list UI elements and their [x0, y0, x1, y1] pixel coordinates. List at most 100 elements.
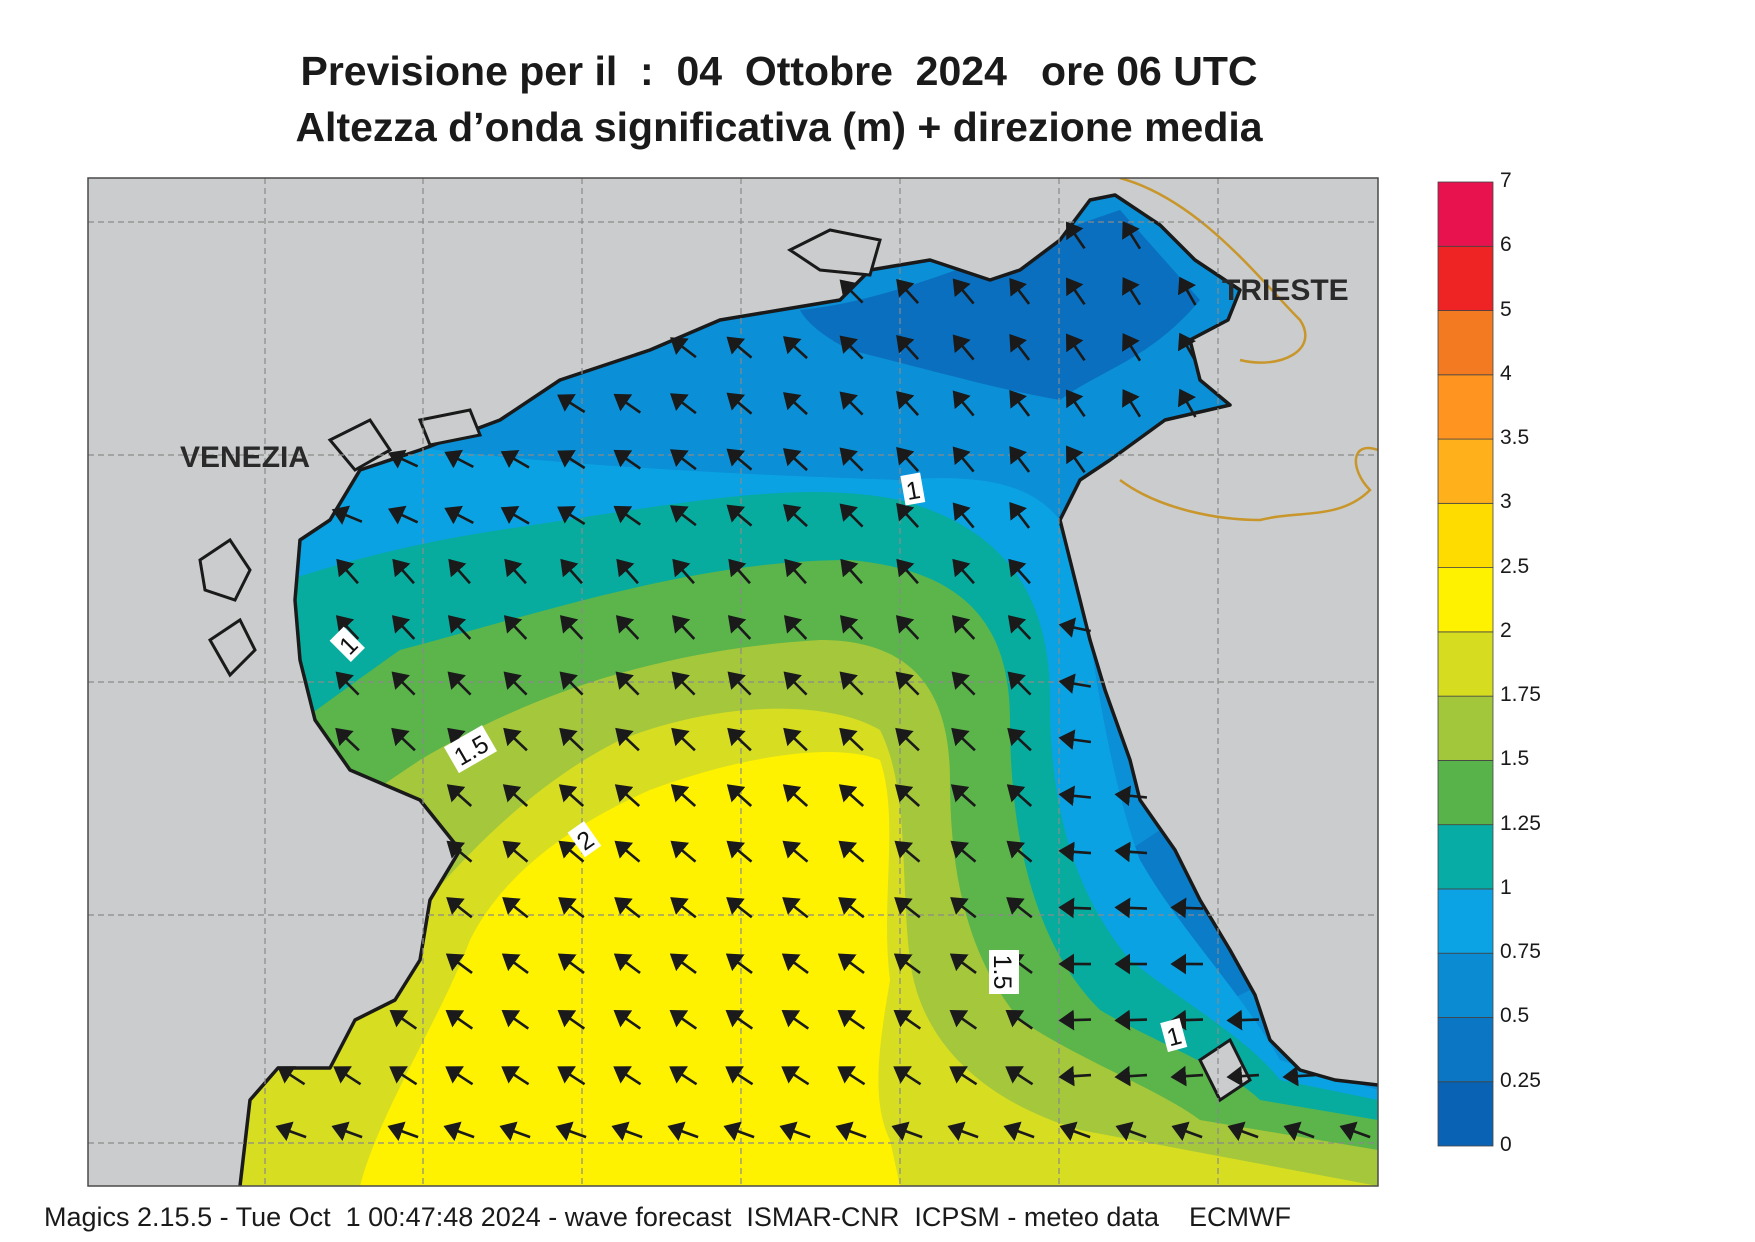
- direction-arrow: [560, 558, 583, 585]
- direction-arrow: [331, 505, 363, 525]
- direction-arrow: [1005, 1009, 1034, 1030]
- direction-arrow: [616, 558, 639, 585]
- direction-arrow: [1122, 221, 1142, 250]
- direction-arrow: [949, 953, 977, 974]
- colorbar-swatch: [1437, 1017, 1494, 1083]
- direction-arrow: [671, 727, 696, 752]
- direction-arrow: [1227, 1121, 1259, 1142]
- contour-label: 1: [904, 476, 923, 506]
- direction-arrow: [893, 1066, 922, 1086]
- direction-arrow: [896, 446, 920, 472]
- direction-arrow: [1058, 1009, 1092, 1031]
- colorbar-tick-label: 5: [1500, 297, 1512, 321]
- direction-arrow: [950, 840, 977, 863]
- direction-arrow: [557, 506, 586, 526]
- direction-arrow: [391, 671, 416, 696]
- direction-arrow: [951, 671, 976, 696]
- direction-arrow: [558, 784, 585, 807]
- direction-arrow: [445, 953, 473, 974]
- direction-arrow: [1058, 897, 1092, 919]
- colorbar-tick-label: 2: [1500, 618, 1512, 642]
- direction-arrow: [557, 450, 586, 470]
- colorbar-tick-label: 7: [1500, 169, 1512, 192]
- direction-arrow: [726, 840, 753, 863]
- colorbar-tick-label: 2.5: [1500, 554, 1530, 578]
- direction-arrow: [1177, 332, 1197, 362]
- direction-arrow: [725, 1066, 754, 1086]
- direction-arrow: [896, 502, 920, 528]
- direction-arrow: [670, 897, 697, 919]
- direction-arrow: [670, 505, 697, 527]
- direction-arrow: [669, 953, 697, 974]
- colorbar-swatch: [1437, 695, 1494, 761]
- direction-arrow: [1170, 897, 1204, 919]
- direction-arrow: [952, 278, 975, 305]
- direction-arrow: [389, 1009, 418, 1030]
- direction-arrow: [895, 671, 920, 696]
- direction-arrow: [447, 671, 472, 696]
- direction-arrow: [275, 1121, 307, 1142]
- direction-arrow: [1058, 617, 1091, 638]
- direction-arrow: [445, 1066, 474, 1086]
- direction-arrow: [336, 558, 359, 585]
- coastline: [238, 193, 1378, 1186]
- direction-arrow: [667, 1121, 699, 1142]
- colorbar-swatch: [1437, 438, 1494, 504]
- direction-arrow: [783, 448, 808, 472]
- direction-arrow: [1065, 389, 1086, 418]
- direction-arrow: [557, 394, 586, 414]
- direction-arrow: [1006, 840, 1033, 863]
- direction-arrow: [335, 727, 360, 752]
- direction-arrow: [949, 1066, 978, 1086]
- colorbar-swatch: [1437, 888, 1494, 954]
- direction-arrow: [1009, 389, 1031, 417]
- direction-arrow: [559, 615, 584, 640]
- direction-arrow: [783, 671, 808, 696]
- direction-arrow: [1226, 1009, 1260, 1031]
- direction-arrow: [728, 558, 751, 585]
- direction-arrow: [500, 505, 530, 525]
- colorbar-tick-label: 1: [1500, 875, 1512, 899]
- direction-arrow: [782, 897, 809, 919]
- direction-arrow: [1122, 277, 1142, 306]
- direction-arrow: [781, 1066, 810, 1086]
- direction-arrow: [783, 615, 808, 640]
- colorbar-swatch: [1437, 952, 1494, 1018]
- direction-arrow: [896, 278, 920, 304]
- direction-arrow: [446, 840, 473, 863]
- colorbar-swatch: [1437, 631, 1494, 697]
- direction-arrow: [1114, 785, 1148, 807]
- colorbar-tick-label: 3: [1500, 490, 1512, 514]
- colorbar-tick-label: 6: [1500, 233, 1512, 257]
- direction-arrow: [615, 615, 640, 640]
- direction-arrow: [1005, 1066, 1034, 1086]
- direction-arrow: [837, 1009, 866, 1030]
- direction-arrow: [949, 1009, 978, 1030]
- direction-arrow: [726, 504, 753, 527]
- direction-arrow: [613, 449, 642, 470]
- colorbar-tick-label: 0.5: [1500, 1004, 1530, 1028]
- direction-arrow: [951, 615, 976, 640]
- direction-arrow: [446, 784, 473, 807]
- direction-arrow: [891, 1121, 923, 1142]
- direction-arrow: [1114, 841, 1148, 863]
- map-title: Previsione per il : 04 Ottobre 2024 ore …: [300, 48, 1258, 94]
- direction-arrow: [725, 953, 753, 974]
- direction-arrow: [896, 390, 920, 416]
- direction-arrow: [1065, 333, 1086, 362]
- colorbar: [1437, 181, 1494, 1147]
- direction-arrow: [557, 1066, 586, 1086]
- direction-arrow: [613, 953, 641, 974]
- colorbar-swatch: [1437, 181, 1494, 247]
- direction-arrow: [839, 447, 864, 472]
- direction-arrow: [782, 840, 809, 863]
- colorbar-tick-label: 3.5: [1500, 426, 1530, 450]
- direction-arrow: [1114, 1065, 1148, 1087]
- direction-arrow: [1282, 1065, 1316, 1087]
- direction-arrow: [952, 558, 975, 585]
- direction-arrow: [894, 897, 921, 919]
- direction-arrow: [1058, 673, 1092, 694]
- direction-arrow: [501, 1066, 530, 1086]
- direction-arrow: [1009, 277, 1031, 305]
- direction-arrow: [835, 1121, 867, 1142]
